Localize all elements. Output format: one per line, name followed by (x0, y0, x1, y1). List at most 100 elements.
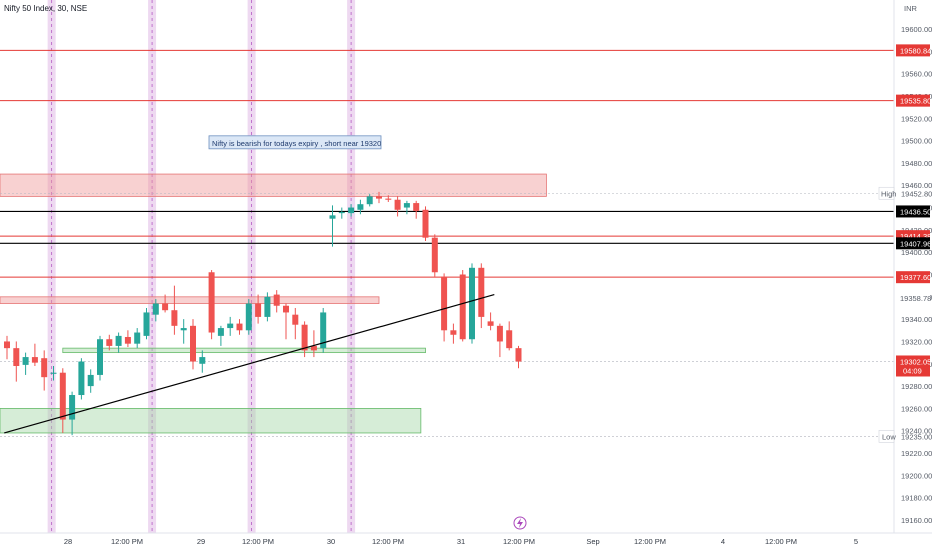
x-tick-label: 28 (64, 537, 72, 546)
y-tick-label: 19240.00 (901, 427, 932, 436)
low-value: 19235.00 (901, 432, 932, 441)
candle-body (264, 296, 271, 317)
candle-body (217, 328, 224, 336)
y-tick-label: 19340.00 (901, 315, 932, 324)
candle-body (431, 237, 438, 273)
candle-body (41, 358, 48, 378)
candle-body (301, 324, 308, 351)
trendline (4, 294, 495, 434)
level-price-tag: 19414.38 (900, 232, 931, 241)
candle-body (338, 212, 345, 214)
candle-body (69, 395, 76, 420)
candle-body (59, 372, 66, 420)
y-tick-label: 19280.00 (901, 382, 932, 391)
lightning-icon[interactable] (513, 516, 527, 530)
x-tick-label: 12:00 PM (372, 537, 404, 546)
candle-body (366, 196, 373, 205)
candle-body (413, 203, 420, 211)
candle-body (106, 339, 113, 346)
candle-body (283, 305, 289, 313)
candle-body (78, 361, 85, 396)
x-tick-label: 4 (721, 537, 725, 546)
high-label: High (881, 189, 896, 198)
candle-body (13, 348, 20, 367)
last-price-tag: 19358.78 (900, 294, 931, 303)
y-tick-label: 19480.00 (901, 159, 932, 168)
current-price-tag: 19302.05 (900, 357, 931, 366)
candle-body (143, 312, 150, 336)
candle-body (320, 312, 327, 349)
candle-body (348, 207, 355, 214)
candle-body (171, 310, 178, 326)
session-dividers (47, 0, 356, 533)
y-tick-label: 19500.00 (901, 137, 932, 146)
candle-body (236, 323, 243, 331)
low-label-bg (878, 430, 895, 443)
last-price-tag-bg (896, 292, 930, 305)
candle-body (487, 321, 494, 326)
candle-body (394, 199, 401, 210)
candle-body (208, 272, 215, 333)
time-axis[interactable]: 28 12:00 PM 29 12:00 PM 30 12:00 PM 31 12:00 PM… (0, 532, 932, 546)
price-axis[interactable]: 19160.00 19180.00 19200.00 19220.00 19240.00… (878, 0, 932, 533)
candle-body (459, 274, 466, 340)
x-tick-label: 30 (327, 537, 335, 546)
y-tick-label: 19600.00 (901, 25, 932, 34)
annotation: Nifty is bearish for todays expiry , sho… (208, 135, 382, 150)
x-tick-label: Sep (586, 537, 599, 546)
level-price-tag: 19436.50 (900, 207, 931, 216)
candle-body (292, 314, 299, 325)
candle-body (227, 323, 234, 329)
chart-title: Nifty 50 Index, 30, NSE (4, 4, 87, 13)
currency-label: INR (904, 4, 918, 13)
x-tick-label: 5 (854, 537, 858, 546)
y-tick-label: 19400.00 (901, 248, 932, 257)
current-price-bg (896, 355, 930, 377)
level-price-tag-bg (896, 205, 930, 218)
candle-body (515, 348, 522, 362)
candle-body (134, 332, 141, 344)
candle-body (115, 335, 122, 346)
level-price-tag-bg (896, 94, 930, 107)
candle-body (357, 204, 364, 210)
high-label-bg (878, 186, 895, 200)
candle-body (22, 357, 29, 365)
candle-body (97, 339, 103, 375)
level-price-tag: 19377.60 (900, 273, 931, 282)
candle-body (441, 276, 448, 331)
x-tick-label: 12:00 PM (634, 537, 666, 546)
candle-body (385, 198, 392, 200)
candle-body (255, 303, 262, 317)
candle-body (50, 372, 57, 374)
candle-body (376, 196, 382, 199)
annotation-text: Nifty is bearish for todays expiry , sho… (212, 139, 381, 148)
candle-body (87, 374, 94, 387)
level-price-tag: 19407.96 (900, 239, 931, 248)
annotation-box (208, 135, 382, 150)
y-tick-label: 19260.00 (901, 404, 932, 413)
candle-body (478, 267, 485, 317)
level-price-tag-bg (896, 237, 930, 250)
y-tick-label: 19220.00 (901, 449, 932, 458)
zone (0, 296, 380, 304)
candle-body (152, 303, 159, 315)
y-tick-label: 19560.00 (901, 70, 932, 79)
candle-body (450, 330, 457, 335)
x-tick-label: 31 (457, 537, 465, 546)
y-tick-label: 19160.00 (901, 516, 932, 525)
countdown-tag: 04:09 (903, 366, 922, 375)
candle-body (329, 215, 336, 219)
candle-body (403, 203, 410, 208)
candles (4, 191, 522, 436)
candle-body (190, 325, 196, 362)
candle-body (180, 328, 187, 331)
level-price-tag-bg (896, 44, 930, 57)
level-price-tag: 19535.80 (900, 97, 931, 106)
candle-body (273, 294, 280, 306)
candle-body (31, 357, 38, 363)
candle-body (496, 325, 503, 342)
candle-body (124, 336, 131, 344)
candle-body (245, 303, 252, 331)
candle-body (199, 357, 206, 364)
